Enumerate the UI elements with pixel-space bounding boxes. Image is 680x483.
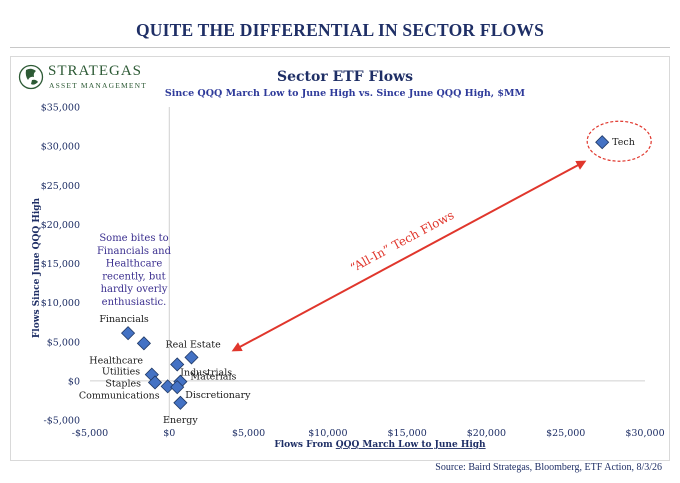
label-tech: Tech: [612, 137, 635, 148]
label-healthcare: Healthcare: [89, 355, 143, 366]
title-divider: [10, 47, 670, 48]
chart-subtitle: Since QQQ March Low to June High vs. Sin…: [165, 88, 526, 99]
financials-note-line: Financials and: [97, 246, 172, 257]
x-tick-label: $20,000: [467, 428, 506, 439]
label-discretionary: Discretionary: [185, 390, 251, 401]
x-axis-label-prefix: Flows From: [274, 440, 335, 450]
financials-note-line: enthusiastic.: [102, 297, 167, 308]
logo-subtitle: ASSET MANAGEMENT: [49, 81, 148, 90]
annotations: Some bites to Financials and Healthcare rec…: [97, 120, 652, 308]
label-staples: Staples: [105, 378, 141, 389]
x-axis-label: Flows From QQQ March Low to June High: [274, 440, 486, 450]
source-note: Source: Baird Strategas, Bloomberg, ETF …: [435, 462, 662, 473]
point-energy: [173, 395, 188, 410]
point-financials: [120, 326, 136, 341]
label-materials: Materials: [190, 372, 236, 383]
point-communications: [160, 379, 175, 394]
label-communications: Communications: [79, 390, 160, 401]
financials-note-line: Healthcare: [106, 259, 163, 270]
tech-highlight-circle: [586, 120, 652, 162]
x-tick-label: $10,000: [308, 428, 347, 439]
y-tick-label: $30,000: [41, 142, 80, 153]
strategas-logo: STRATEGAS ASSET MANAGEMENT: [18, 63, 158, 97]
label-energy: Energy: [163, 415, 198, 426]
y-tick-label: $5,000: [47, 337, 80, 348]
data-points: [120, 135, 610, 410]
financials-note-line: recently, but: [102, 271, 165, 282]
y-tick-label: $35,000: [41, 103, 80, 114]
logo-name: STRATEGAS: [48, 63, 143, 79]
slide-title: QUITE THE DIFFERENTIAL IN SECTOR FLOWS: [135, 20, 545, 40]
y-tick-label: $20,000: [41, 220, 80, 231]
y-tick-label: $25,000: [41, 181, 80, 192]
y-axis-label: Flows Since June QQQ High: [32, 197, 42, 338]
arrow-line: [231, 160, 587, 352]
label-real-estate: Real Estate: [165, 339, 221, 350]
label-utilities: Utilities: [102, 367, 140, 378]
y-tick-label: $0: [68, 376, 80, 387]
y-tick-label: -$5,000: [44, 416, 80, 427]
point-discretionary: [170, 380, 185, 395]
point-staples: [147, 375, 163, 390]
chart-frame: [10, 56, 670, 461]
x-tick-label: $25,000: [546, 428, 585, 439]
y-tick-label: $10,000: [41, 298, 80, 309]
label-industrials: Industrials: [180, 367, 232, 378]
point-healthcare: [136, 336, 151, 351]
tech-flow-arrow: “All-In” Tech Flows: [231, 160, 587, 352]
point-industrials: [170, 357, 185, 372]
point-real-estate: [184, 350, 199, 365]
x-tick-label: $0: [163, 428, 175, 439]
financials-note-line: Some bites to: [99, 233, 168, 244]
financials-note-line: hardly overly: [101, 284, 168, 295]
tick-labels: -$5,000 $0 $5,000 $10,000 $15,000 $20,000 $25,…: [41, 103, 665, 440]
financials-note: Some bites to Financials and Healthcare rec…: [97, 233, 172, 308]
y-tick-label: $15,000: [41, 259, 80, 270]
globe-icon: [18, 64, 44, 90]
label-financials: Financials: [99, 314, 149, 325]
x-tick-label: $5,000: [232, 428, 265, 439]
arrow-label: “All-In” Tech Flows: [348, 208, 456, 275]
x-tick-label: $15,000: [387, 428, 426, 439]
point-labels: Tech Financials Healthcare Real Estate Indus…: [79, 137, 635, 426]
x-tick-label: -$5,000: [72, 428, 108, 439]
point-tech: [595, 135, 610, 150]
x-tick-label: $30,000: [625, 428, 664, 439]
x-axis-label-underlined: QQQ March Low to June High: [336, 440, 486, 450]
chart-title: Sector ETF Flows: [277, 69, 413, 85]
